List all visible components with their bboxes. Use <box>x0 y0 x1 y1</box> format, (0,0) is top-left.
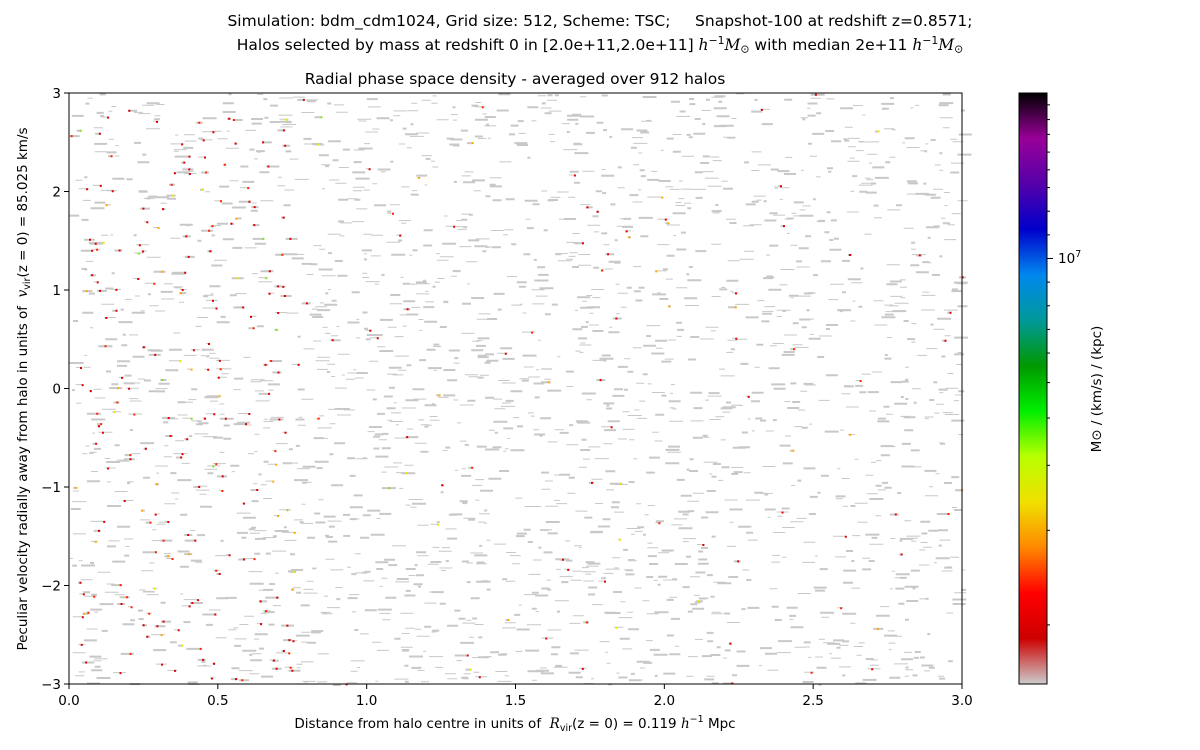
y-tick-label: −2 <box>41 579 61 595</box>
x-tick-label: 1.5 <box>505 693 526 709</box>
x-axis-label: Distance from halo centre in units of Rv… <box>294 714 735 734</box>
suptitle-middle: with median 2e+11 <box>749 36 913 54</box>
axes: 0.0 0.5 1.0 1.5 2.0 2.5 3.0 −3 −2 −1 0 1 2 3 <box>41 86 973 709</box>
density-heatmap <box>69 93 972 686</box>
suptitle-unit-h-2: h <box>912 36 923 54</box>
x-label-unit-exp: −1 <box>690 714 704 725</box>
colorbar-ticks <box>1047 104 1053 626</box>
x-tick-label: 2.5 <box>802 693 823 709</box>
x-label-unit-tail: Mpc <box>704 716 736 732</box>
colorbar-label: M⊙ / (km/s) / (kpc) <box>1089 326 1105 453</box>
x-tick-label: 3.0 <box>951 693 972 709</box>
x-label-var: R <box>549 716 560 732</box>
plot-title: Radial phase space density - averaged ov… <box>305 70 726 88</box>
x-tick-label: 1.0 <box>356 693 377 709</box>
suptitle-unit-sun: ⊙ <box>740 42 750 56</box>
y-label-var: v <box>15 289 31 297</box>
svg-text:Peculiar velocity radially awa: Peculiar velocity radially away from hal… <box>15 127 33 650</box>
figure-suptitle-line-2: Halos selected by mass at redshift 0 in … <box>0 34 1200 56</box>
suptitle-unit-sun-2: ⊙ <box>954 42 964 56</box>
y-tick-label: 2 <box>52 185 61 201</box>
x-label-mid: (z = 0) = 0.119 <box>572 716 681 732</box>
x-label-unit-h: h <box>681 716 690 732</box>
y-tick-label: −1 <box>41 480 61 496</box>
svg-text:Distance from halo centre in u: Distance from halo centre in units of Rv… <box>294 714 735 734</box>
suptitle-prefix: Halos selected by mass at redshift 0 in … <box>236 36 699 54</box>
x-tick-label: 0.5 <box>207 693 228 709</box>
y-label-prefix: Peculiar velocity radially away from hal… <box>15 297 31 650</box>
y-tick-label: −3 <box>41 677 61 693</box>
x-label-sub: vir <box>560 723 572 734</box>
x-tick-label: 2.0 <box>654 693 675 709</box>
colorbar: 107 M⊙ / (km/s) / (kpc) <box>1018 92 1105 685</box>
suptitle-unit-m-2: M <box>938 36 955 54</box>
y-axis-label: Peculiar velocity radially away from hal… <box>15 127 33 650</box>
y-tick-label: 3 <box>52 86 61 102</box>
suptitle-unit-exp-2: −1 <box>922 34 939 48</box>
heatmap-background <box>69 93 962 684</box>
figure-suptitle-line-1: Simulation: bdm_cdm1024, Grid size: 512,… <box>227 12 973 30</box>
x-tick-label: 0.0 <box>58 693 79 709</box>
y-tick-label: 0 <box>52 382 61 398</box>
colorbar-gradient <box>1018 92 1048 685</box>
suptitle-unit-m: M <box>724 36 741 54</box>
suptitle-unit-exp: −1 <box>708 34 725 48</box>
y-label-sub: vir <box>22 277 33 289</box>
colorbar-tick-base: 10 <box>1058 251 1075 267</box>
y-tick-label: 1 <box>52 283 61 299</box>
density-low-cells <box>69 93 972 686</box>
colorbar-major-tick-label: 107 <box>1058 249 1081 267</box>
colorbar-tick-exp: 7 <box>1075 249 1081 260</box>
x-label-prefix: Distance from halo centre in units of <box>294 716 549 732</box>
suptitle-unit-h: h <box>698 36 709 54</box>
y-label-mid: (z = 0) = 85.025 km/s <box>15 127 31 277</box>
